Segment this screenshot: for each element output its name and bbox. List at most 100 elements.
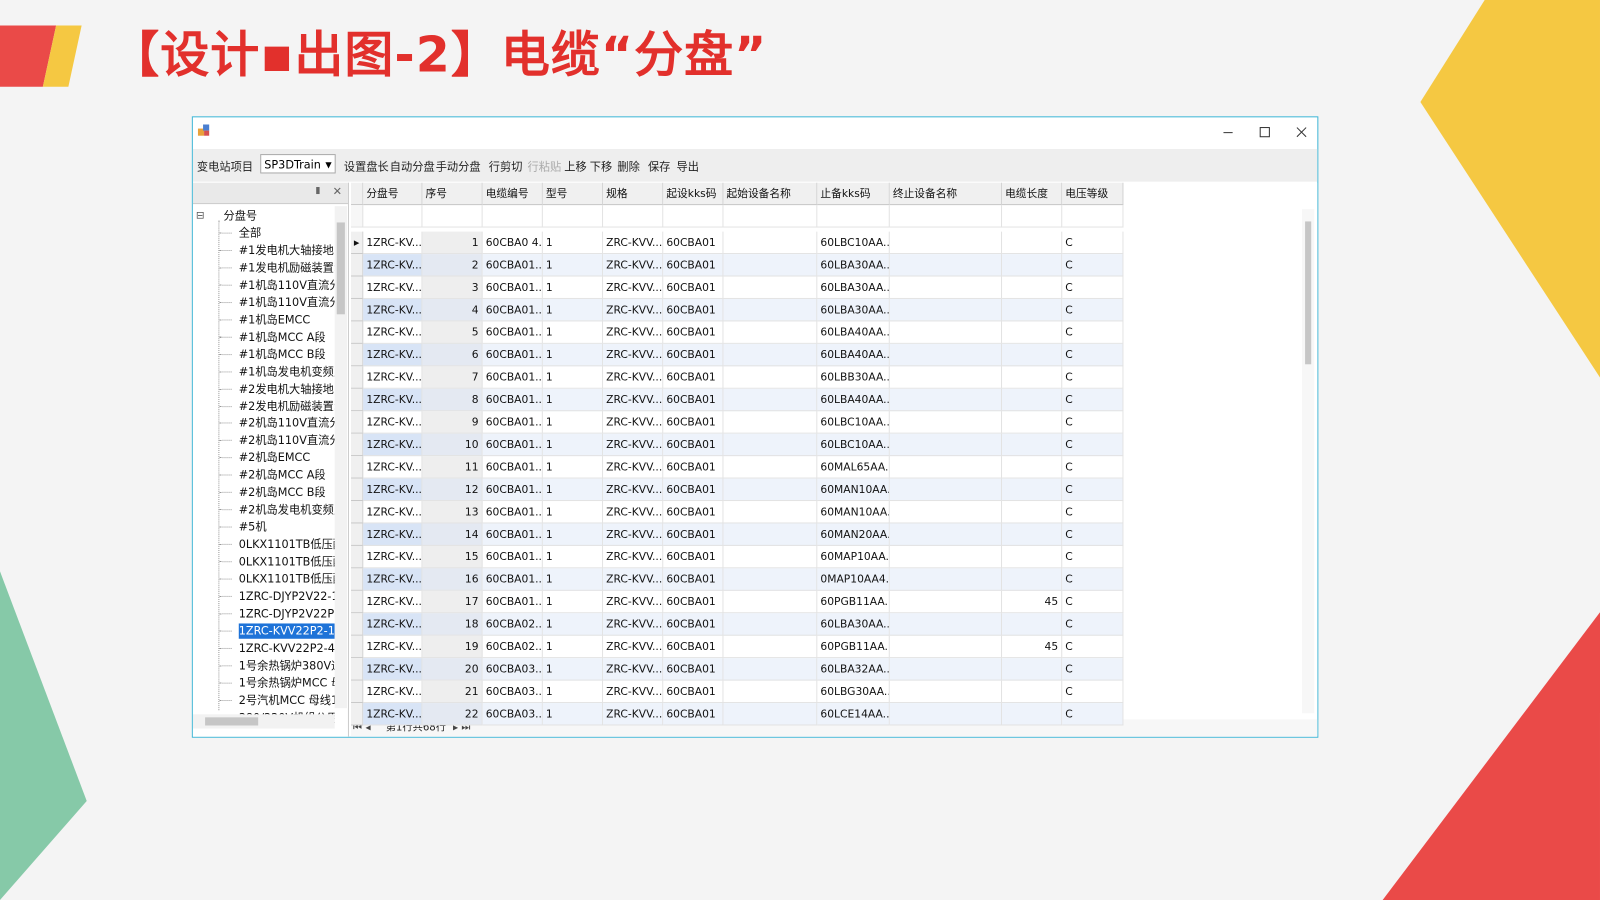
tree-item[interactable]: #1机岛MCC B段 [238,347,326,361]
grid-cell[interactable]: C [1062,343,1124,367]
grid-cell[interactable] [889,680,1003,704]
grid-cell[interactable]: 1ZRC-KV... [363,388,423,412]
column-header[interactable]: 起设kks码 [663,182,724,206]
grid-cell[interactable]: 60CBA01 [663,478,724,502]
grid-cell[interactable]: 60CBA01 [663,590,724,614]
grid-cell[interactable] [723,433,818,457]
grid-cell[interactable]: 60CBA01... [482,411,543,434]
grid-cell[interactable] [723,478,818,502]
grid-cell[interactable]: 60CBA01 [663,411,724,434]
grid-cell[interactable]: 1 [542,680,604,704]
grid-cell[interactable]: 9 [422,411,483,434]
grid-cell[interactable] [1002,523,1063,546]
grid-cell[interactable]: C [1062,254,1124,277]
grid-cell[interactable]: 1ZRC-KV... [363,298,423,322]
tree-item[interactable]: #2机岛发电机变频启动 [238,503,335,517]
grid-cell[interactable]: 1 [542,658,604,681]
grid-cell[interactable] [723,680,818,704]
toolbar-button[interactable]: 设置盘长 [343,160,389,174]
tree-item[interactable]: #1机岛110V直流分屏 [238,295,335,309]
grid-cell[interactable]: ZRC-KVV... [603,658,664,681]
tree-item[interactable]: #1机岛MCC A段 [238,330,326,344]
grid-cell[interactable]: 45 [1002,590,1063,614]
row-header[interactable] [351,321,364,344]
grid-cell[interactable]: 1 [542,456,604,479]
tree-item[interactable]: 1ZRC-KVV22P2-4×1. [238,641,335,655]
tree-item[interactable]: #1机岛EMCC [238,313,311,327]
grid-cell[interactable]: 1ZRC-KV... [363,343,423,367]
grid-cell[interactable]: 60CBA01... [482,433,543,457]
grid-cell[interactable]: C [1062,680,1124,704]
row-header[interactable] [351,703,364,726]
grid-cell[interactable]: 60CBA03... [482,658,543,681]
grid-cell[interactable]: 4 [422,298,483,322]
grid-cell[interactable]: 60CBA01... [482,568,543,591]
row-header[interactable] [351,388,364,412]
grid-cell[interactable]: 60CBA01 [663,680,724,704]
row-header[interactable] [351,590,364,614]
column-header[interactable]: 电缆长度 [1002,182,1063,206]
filter-cell[interactable] [663,205,724,228]
grid-cell[interactable] [1002,411,1063,434]
grid-cell[interactable] [889,545,1003,569]
grid-cell[interactable]: 60LCE14AA... [817,703,890,726]
grid-cell[interactable]: 60CBA01... [482,456,543,479]
grid-cell[interactable]: 17 [422,590,483,614]
grid-cell[interactable] [889,388,1003,412]
grid-cell[interactable]: 60MAN10AA... [817,501,890,524]
grid-cell[interactable]: 1ZRC-KV... [363,456,423,479]
grid-cell[interactable] [723,545,818,569]
grid-cell[interactable]: 1 [542,613,604,636]
grid-cell[interactable]: 60LBG30AA... [817,680,890,704]
grid-cell[interactable]: C [1062,545,1124,569]
grid-cell[interactable]: C [1062,388,1124,412]
grid-cell[interactable]: 60CBA01 [663,366,724,389]
grid-cell[interactable]: 60CBA01 [663,254,724,277]
grid-cell[interactable]: 60LBC10AA... [817,433,890,457]
tree-item[interactable]: #1机岛110V直流分屏 [238,278,335,292]
row-header[interactable] [351,635,364,659]
grid-cell[interactable]: ZRC-KVV... [603,680,664,704]
grid-cell[interactable] [889,433,1003,457]
grid-cell[interactable] [889,366,1003,389]
column-header[interactable]: 规格 [603,182,664,206]
toolbar-button[interactable]: 删除 [617,160,640,174]
filter-cell[interactable] [542,205,604,228]
grid-cell[interactable]: 60CBA01... [482,523,543,546]
grid-cell[interactable]: 1ZRC-KV... [363,658,423,681]
grid-cell[interactable] [889,411,1003,434]
grid-cell[interactable]: 1ZRC-KV... [363,523,423,546]
filter-cell[interactable] [889,205,1003,228]
tree-item[interactable]: 1ZRC-KVV22P2-10×1 [238,623,335,639]
grid-cell[interactable]: ZRC-KVV... [603,298,664,322]
grid-cell[interactable]: 60CBA01 [663,321,724,344]
grid-cell[interactable] [723,411,818,434]
row-header[interactable] [351,433,364,457]
grid-cell[interactable]: 1ZRC-KV... [363,635,423,659]
tree-toggle[interactable]: ⊟ [195,210,205,222]
grid-cell[interactable] [1002,388,1063,412]
grid-cell[interactable]: C [1062,590,1124,614]
grid-cell[interactable]: 6 [422,343,483,367]
grid-cell[interactable]: 60CBA01 [663,343,724,367]
window-controls[interactable] [1217,121,1315,143]
pin-button[interactable]: ▮ [315,185,321,196]
grid-cell[interactable] [1002,321,1063,344]
grid-cell[interactable]: 60CBA01... [482,366,543,389]
grid-cell[interactable]: 60LBC10AA... [817,231,890,255]
grid-cell[interactable] [1002,658,1063,681]
grid-cell[interactable] [1002,568,1063,591]
column-header[interactable]: 终止设备名称 [889,182,1003,206]
row-header[interactable] [351,411,364,434]
column-header[interactable]: 序号 [422,182,483,206]
grid-cell[interactable]: 60CBA01 [663,388,724,412]
grid-cell[interactable]: 60CBA01 [663,298,724,322]
grid-cell[interactable] [723,590,818,614]
tree-item[interactable]: 2号汽机MCC 母线10E [238,693,335,707]
grid-cell[interactable] [723,343,818,367]
row-header[interactable] [351,680,364,704]
grid-cell[interactable]: 60MAN10AA... [817,478,890,502]
grid-cell[interactable]: 10 [422,433,483,457]
grid-cell[interactable]: 60CBA01... [482,343,543,367]
grid-cell[interactable] [889,478,1003,502]
